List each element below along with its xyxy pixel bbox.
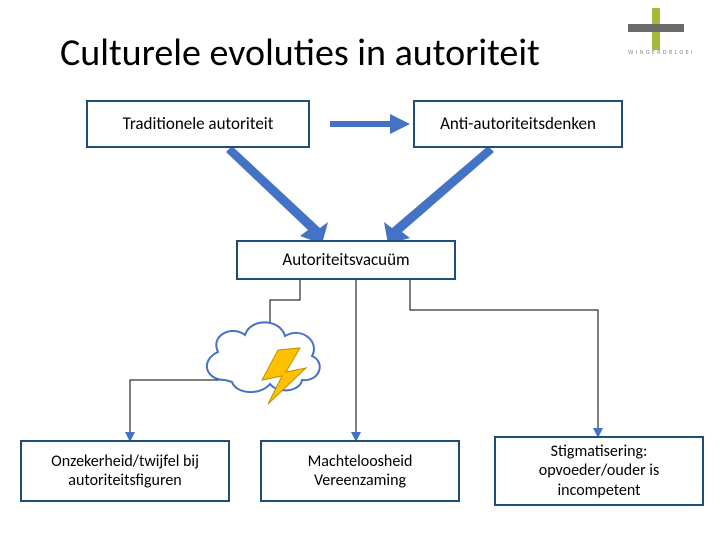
arrow-trad-to-vacuum xyxy=(226,146,328,244)
connector-cloud-to-onzeker xyxy=(130,380,225,440)
box-machteloosheid: MachteloosheidVereenzaming xyxy=(260,440,460,502)
box-label: Autoriteitsvacuüm xyxy=(282,250,409,270)
box-label: Stigmatisering:opvoeder/ouder isincompet… xyxy=(539,442,659,500)
box-label: Anti-autoriteitsdenken xyxy=(440,114,596,134)
box-label: Traditionele autoriteit xyxy=(123,114,274,134)
box-autoriteitsvacuum: Autoriteitsvacuüm xyxy=(236,240,456,280)
box-anti-autoriteitsdenken: Anti-autoriteitsdenken xyxy=(413,100,623,148)
page-title: Culturele evoluties in autoriteit xyxy=(60,30,540,76)
svg-text:W I N G E R D B L O E I: W I N G E R D B L O E I xyxy=(628,48,693,56)
box-label: Onzekerheid/twijfel bijautoriteitsfigure… xyxy=(51,452,199,490)
cloud-icon xyxy=(207,322,320,392)
box-traditionele-autoriteit: Traditionele autoriteit xyxy=(86,100,310,148)
logo: W I N G E R D B L O E I xyxy=(622,6,712,56)
lightning-bolt-icon xyxy=(262,348,306,404)
arrow-trad-to-anti xyxy=(330,114,410,134)
box-label: MachteloosheidVereenzaming xyxy=(308,452,413,490)
connector-vacuum-to-stigma xyxy=(410,280,598,436)
connector-vacuum-to-cloud xyxy=(270,280,300,322)
box-stigmatisering: Stigmatisering:opvoeder/ouder isincompet… xyxy=(494,436,704,506)
box-onzekerheid: Onzekerheid/twijfel bijautoriteitsfigure… xyxy=(20,440,230,502)
arrow-anti-to-vacuum xyxy=(384,146,494,244)
